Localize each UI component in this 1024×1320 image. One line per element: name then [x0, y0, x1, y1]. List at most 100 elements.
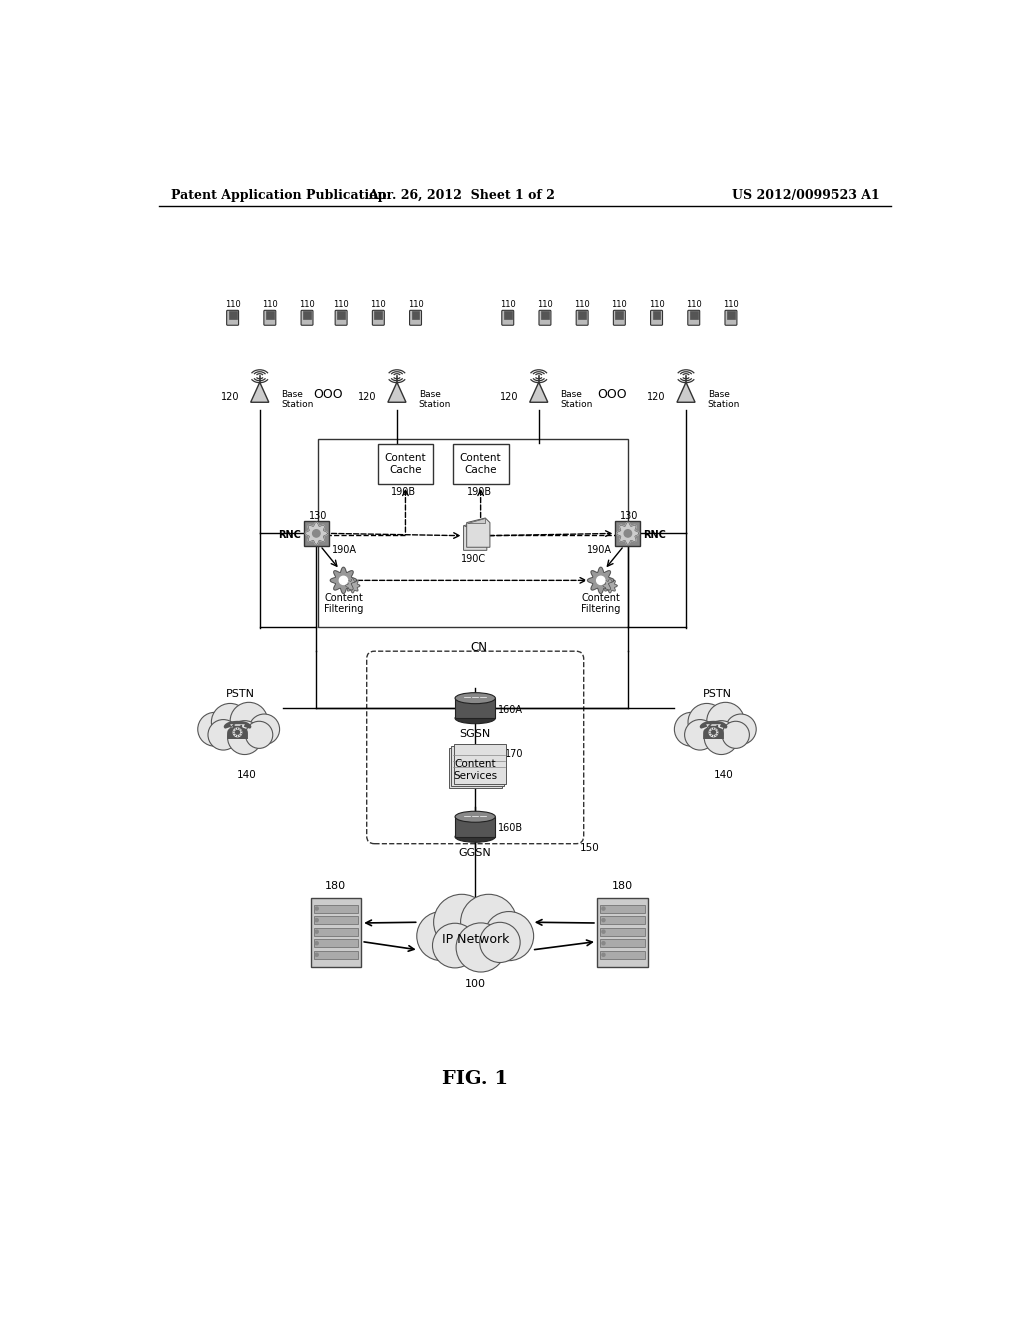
FancyBboxPatch shape — [613, 310, 626, 325]
FancyBboxPatch shape — [600, 904, 644, 912]
Text: Base
Station: Base Station — [708, 389, 740, 409]
Circle shape — [208, 719, 239, 750]
Text: 190A: 190A — [332, 545, 356, 556]
FancyBboxPatch shape — [539, 310, 551, 325]
FancyBboxPatch shape — [725, 310, 737, 325]
Polygon shape — [464, 521, 486, 550]
Circle shape — [685, 719, 716, 750]
Text: 190A: 190A — [588, 545, 612, 556]
FancyBboxPatch shape — [504, 312, 512, 318]
FancyBboxPatch shape — [313, 904, 357, 912]
FancyBboxPatch shape — [310, 898, 360, 966]
Polygon shape — [330, 568, 356, 594]
Ellipse shape — [455, 713, 496, 723]
Circle shape — [417, 912, 466, 961]
FancyBboxPatch shape — [410, 310, 422, 325]
Circle shape — [688, 704, 726, 741]
Text: 100: 100 — [465, 979, 485, 989]
FancyBboxPatch shape — [453, 444, 509, 484]
FancyBboxPatch shape — [313, 928, 357, 936]
Circle shape — [312, 529, 321, 537]
Text: 140: 140 — [237, 770, 256, 780]
Ellipse shape — [455, 832, 496, 842]
FancyBboxPatch shape — [615, 312, 624, 318]
Circle shape — [227, 721, 262, 755]
FancyBboxPatch shape — [313, 950, 357, 958]
Circle shape — [461, 894, 517, 950]
FancyBboxPatch shape — [615, 521, 640, 545]
Text: 110: 110 — [574, 300, 590, 309]
Circle shape — [484, 912, 534, 961]
FancyBboxPatch shape — [727, 312, 735, 318]
Text: ☎: ☎ — [221, 719, 252, 744]
FancyBboxPatch shape — [264, 310, 275, 325]
Circle shape — [602, 931, 605, 933]
Text: IP Network: IP Network — [441, 933, 509, 946]
Polygon shape — [677, 383, 695, 403]
FancyBboxPatch shape — [690, 312, 697, 318]
FancyBboxPatch shape — [577, 310, 588, 325]
FancyBboxPatch shape — [373, 310, 384, 325]
Text: OOO: OOO — [598, 388, 627, 401]
Circle shape — [602, 941, 605, 945]
Text: 190B: 190B — [391, 487, 417, 496]
Text: Content
Filtering: Content Filtering — [324, 593, 364, 614]
Text: PSTN: PSTN — [226, 689, 255, 698]
Text: Apr. 26, 2012  Sheet 1 of 2: Apr. 26, 2012 Sheet 1 of 2 — [368, 189, 555, 202]
Circle shape — [726, 714, 756, 744]
Text: 160B: 160B — [499, 824, 523, 833]
Circle shape — [315, 931, 318, 933]
Text: 110: 110 — [500, 300, 516, 309]
Text: FIG. 1: FIG. 1 — [442, 1069, 508, 1088]
FancyBboxPatch shape — [226, 310, 239, 325]
Text: 110: 110 — [723, 300, 739, 309]
Polygon shape — [616, 523, 639, 544]
FancyBboxPatch shape — [449, 748, 502, 788]
Text: 120: 120 — [221, 392, 240, 403]
Circle shape — [315, 907, 318, 909]
Text: 110: 110 — [371, 300, 386, 309]
Circle shape — [597, 577, 605, 585]
Polygon shape — [464, 521, 482, 525]
Polygon shape — [529, 383, 548, 403]
Ellipse shape — [455, 812, 496, 822]
FancyBboxPatch shape — [367, 651, 584, 843]
Circle shape — [707, 702, 744, 739]
FancyBboxPatch shape — [597, 898, 647, 966]
Circle shape — [479, 923, 520, 962]
Text: 190B: 190B — [467, 487, 492, 496]
FancyBboxPatch shape — [579, 312, 586, 318]
Circle shape — [230, 702, 267, 739]
FancyBboxPatch shape — [313, 940, 357, 948]
Text: 110: 110 — [686, 300, 701, 309]
Circle shape — [602, 953, 605, 956]
Text: Content
Cache: Content Cache — [385, 453, 426, 475]
Circle shape — [433, 894, 489, 950]
Circle shape — [315, 953, 318, 956]
Text: 110: 110 — [299, 300, 315, 309]
Text: 180: 180 — [612, 880, 633, 891]
Text: 120: 120 — [647, 392, 666, 403]
Text: 110: 110 — [537, 300, 553, 309]
Circle shape — [249, 714, 280, 744]
Polygon shape — [455, 817, 496, 837]
Polygon shape — [603, 578, 617, 593]
Circle shape — [456, 923, 506, 972]
Polygon shape — [467, 517, 485, 523]
FancyBboxPatch shape — [600, 916, 644, 924]
FancyBboxPatch shape — [650, 310, 663, 325]
FancyBboxPatch shape — [688, 310, 699, 325]
FancyBboxPatch shape — [313, 916, 357, 924]
FancyBboxPatch shape — [337, 312, 345, 318]
Polygon shape — [588, 568, 614, 594]
Text: 110: 110 — [333, 300, 349, 309]
Text: 120: 120 — [358, 392, 377, 403]
FancyBboxPatch shape — [378, 444, 433, 484]
Circle shape — [315, 941, 318, 945]
FancyBboxPatch shape — [600, 928, 644, 936]
Polygon shape — [305, 523, 328, 544]
Text: RNC: RNC — [643, 529, 667, 540]
Circle shape — [722, 721, 750, 748]
Text: 150: 150 — [580, 842, 600, 853]
Text: 170: 170 — [505, 750, 523, 759]
